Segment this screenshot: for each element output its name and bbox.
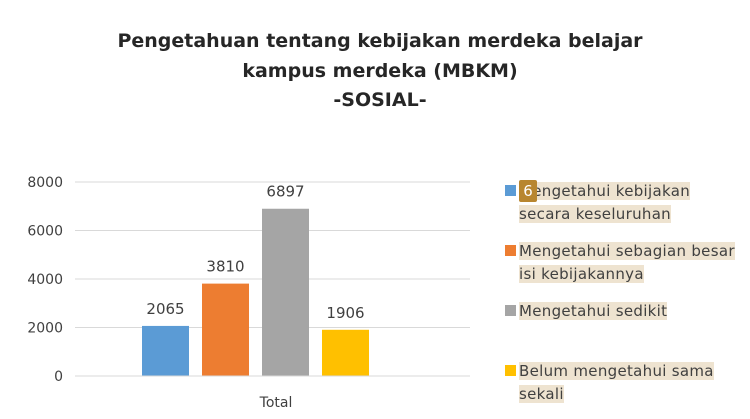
legend-label: Mengetahui kebijakan secara keseluruhan	[519, 182, 690, 223]
data-label: 6897	[266, 183, 304, 201]
legend-item: Belum mengetahui sama sekali	[505, 360, 740, 406]
legend-label: Mengetahui sedikit	[519, 302, 668, 320]
legend-swatch	[505, 365, 516, 376]
legend-label: Mengetahui sebagian besar isi kebijakann…	[519, 242, 735, 283]
annotation-badge: 6	[519, 180, 537, 202]
data-label: 2065	[146, 300, 184, 318]
bar	[202, 283, 249, 376]
y-tick-label: 8000	[27, 175, 63, 191]
data-label: 1906	[326, 304, 364, 322]
bar	[322, 329, 369, 376]
legend-text-box: Mengetahui kebijakan secara keseluruhan	[519, 180, 740, 226]
legend-label: Belum mengetahui sama sekali	[519, 362, 714, 403]
legend-swatch	[505, 245, 516, 256]
legend-text-box: Mengetahui sebagian besar isi kebijakann…	[519, 240, 740, 286]
legend-item: Mengetahui sebagian besar isi kebijakann…	[505, 240, 740, 286]
bar	[142, 325, 189, 376]
y-tick-label: 4000	[27, 272, 63, 288]
chart-title: kampus merdeka (MBKM)	[242, 60, 517, 82]
legend-swatch	[505, 305, 516, 316]
legend-swatch	[505, 185, 516, 196]
y-tick-label: 0	[54, 369, 63, 385]
chart-title: -SOSIAL-	[333, 89, 426, 111]
y-tick-label: 6000	[27, 224, 63, 240]
legend-text-box: Belum mengetahui sama sekali	[519, 360, 740, 406]
bar	[262, 208, 309, 376]
chart-title: Pengetahuan tentang kebijakan merdeka be…	[117, 30, 643, 52]
legend-item: Mengetahui sedikit	[505, 300, 740, 323]
y-tick-label: 2000	[27, 321, 63, 337]
data-label: 3810	[206, 258, 244, 276]
legend-text-box: Mengetahui sedikit	[519, 300, 740, 323]
x-tick-label: Total	[259, 395, 293, 411]
legend-item: Mengetahui kebijakan secara keseluruhan	[505, 180, 740, 226]
